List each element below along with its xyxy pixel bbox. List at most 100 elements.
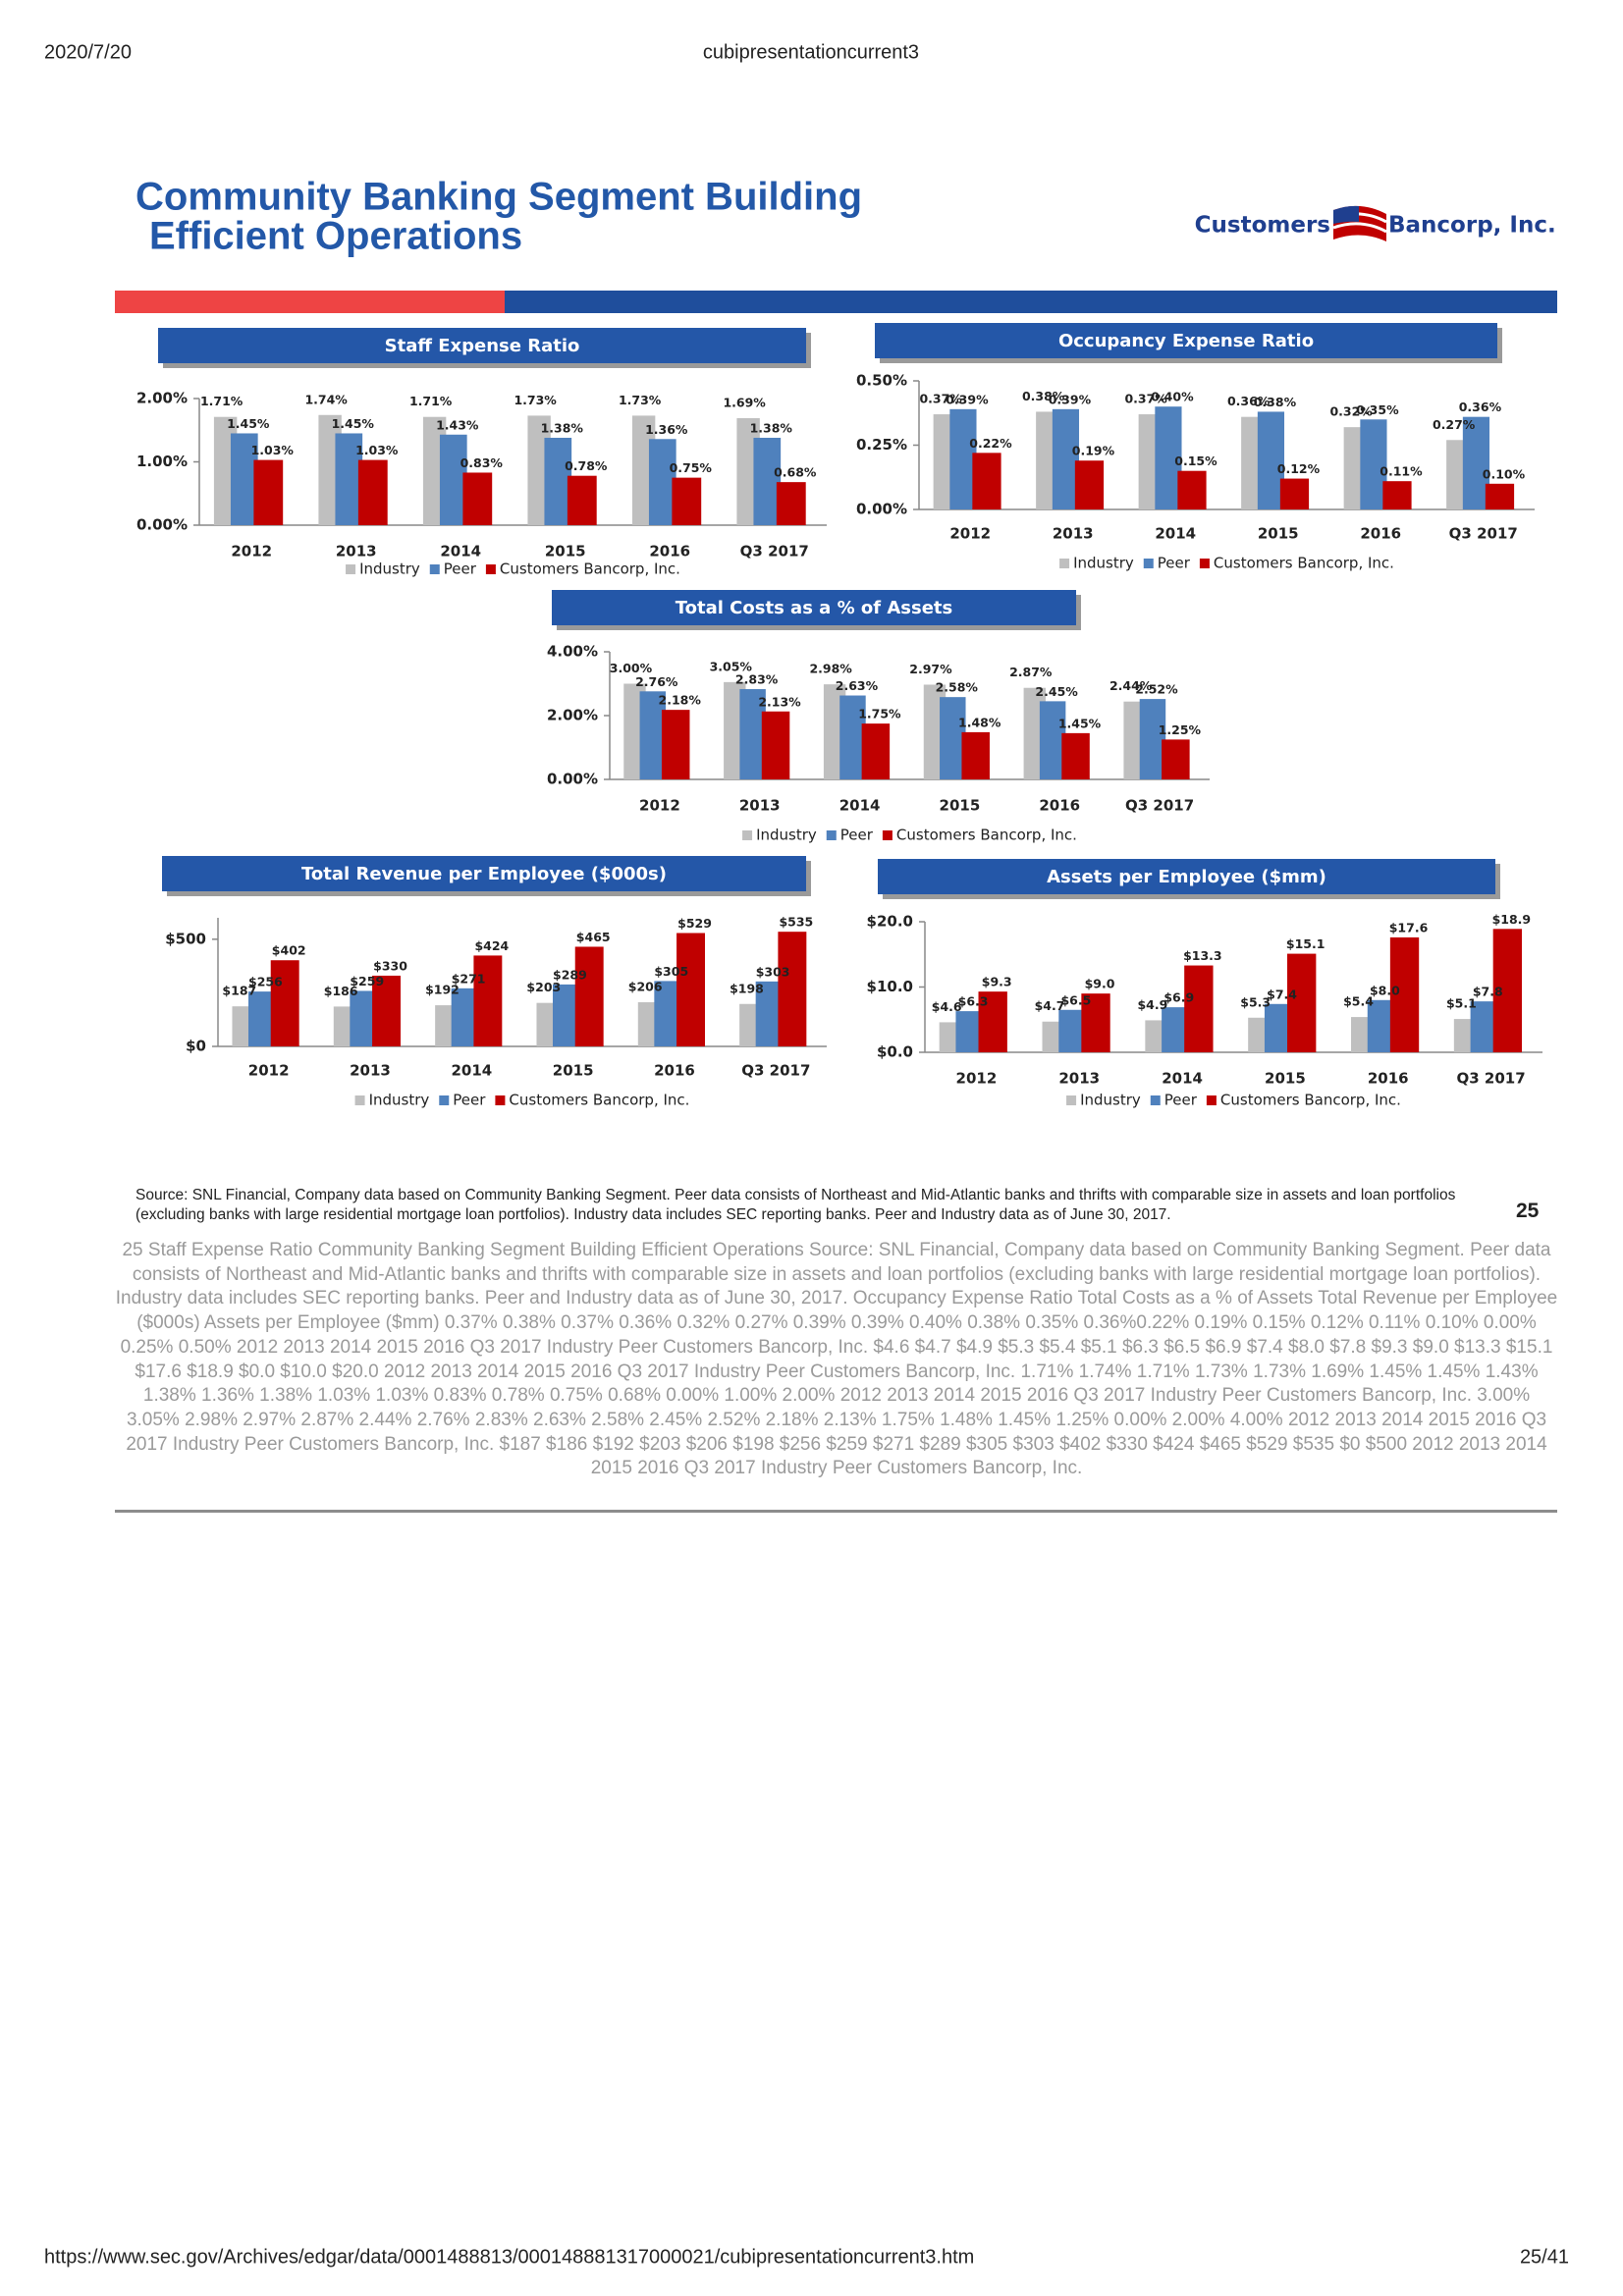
bar [574,946,604,1046]
banner-blue [505,291,1557,313]
bar [739,689,766,779]
bar [1155,406,1182,509]
bar [672,477,702,525]
legend-label: Industry [756,827,817,844]
x-tick-label: 2012 [949,525,991,543]
x-tick-label: Q3 2017 [741,1062,810,1080]
legend-swatch [882,830,893,840]
value-label: 3.00% [610,661,653,675]
bar [753,437,782,525]
value-label: 2.13% [758,694,801,709]
value-label: $4.6 [932,999,962,1014]
y-tick-label: 1.00% [136,453,188,470]
value-label: 1.71% [409,394,453,408]
value-label: 2.58% [936,680,979,695]
legend-label: Customers Bancorp, Inc. [1214,555,1394,572]
bar [776,482,806,525]
x-tick-label: 2012 [231,543,272,561]
x-tick-label: 2012 [639,797,680,815]
y-tick-label: 0.00% [856,501,907,518]
x-tick-label: 2013 [1053,525,1094,543]
y-tick-label: $0.0 [877,1043,913,1061]
value-label: 1.45% [1058,716,1102,730]
bar [661,710,690,779]
value-label: 1.73% [514,393,557,407]
value-label: 0.78% [565,458,608,473]
x-tick-label: 2015 [545,543,586,561]
value-label: $187 [222,984,256,998]
bar [567,475,597,525]
x-tick-label: 2015 [553,1062,594,1080]
value-label: 1.38% [750,420,793,435]
value-label: 0.36% [1227,394,1271,408]
x-tick-label: 2014 [451,1062,492,1080]
banner-red [115,291,505,313]
value-label: 3.05% [710,659,753,673]
chart-title: Staff Expense Ratio [385,336,580,356]
value-label: $259 [350,974,384,988]
x-tick-label: Q3 2017 [1449,525,1518,543]
value-label: 0.40% [1151,390,1194,404]
value-label: 2.98% [809,662,852,676]
value-label: 0.35% [1356,402,1399,417]
y-tick-label: 4.00% [547,643,598,661]
chart-title: Total Revenue per Employee ($000s) [301,864,667,884]
bar [462,472,493,525]
bar [648,439,676,525]
value-label: 1.71% [200,394,243,408]
bar [1177,470,1207,509]
value-label: $203 [526,980,561,994]
legend-swatch [485,564,496,574]
legend-label: Customers Bancorp, Inc. [500,561,680,578]
bar [1162,739,1190,779]
value-label: $4.7 [1035,998,1065,1013]
y-tick-label: 0.50% [856,372,907,390]
value-label: 0.39% [946,392,989,406]
bar [248,991,275,1046]
value-label: $305 [654,964,688,979]
divider [115,1510,1557,1513]
text-layer: 25 Staff Expense Ratio Community Banking… [115,1240,1558,1479]
bar [1074,460,1105,509]
value-label: 0.11% [1380,464,1423,479]
value-label: 0.37% [1124,392,1167,406]
value-label: $5.1 [1446,996,1477,1011]
y-tick-label: $10.0 [867,978,913,995]
value-label: $4.9 [1137,997,1167,1012]
x-tick-label: 2016 [654,1062,695,1080]
bar [1367,999,1395,1052]
y-tick-label: 0.00% [136,516,188,534]
bar [639,691,667,779]
bar [357,459,388,525]
bar [1470,1001,1497,1052]
bar [439,434,467,525]
value-label: 2.83% [735,672,779,687]
legend-swatch [1066,1095,1077,1105]
slide-title: Efficient Operations [149,215,522,258]
value-label: $198 [730,981,764,995]
value-label: 0.37% [919,392,962,406]
value-label: $9.3 [982,975,1012,989]
value-label: 2.76% [635,674,678,689]
legend-swatch [742,830,753,840]
bar [553,984,579,1046]
value-label: $330 [373,958,407,973]
y-tick-label: $500 [165,930,206,947]
chart-title: Total Costs as a % of Assets [676,598,953,618]
bar [861,723,891,779]
bar [1257,411,1285,509]
bar [1485,483,1515,509]
value-label: $465 [576,930,611,944]
bar [1382,481,1412,509]
y-tick-label: $20.0 [867,913,913,931]
bar [778,932,807,1046]
legend-swatch [1150,1095,1161,1105]
value-label: $6.9 [1163,990,1194,1005]
x-tick-label: 2016 [649,543,690,561]
chart-title-box [158,328,806,363]
bar [1287,953,1317,1052]
bar [1139,699,1166,779]
value-label: $9.0 [1085,977,1115,991]
bar [1162,1007,1189,1052]
